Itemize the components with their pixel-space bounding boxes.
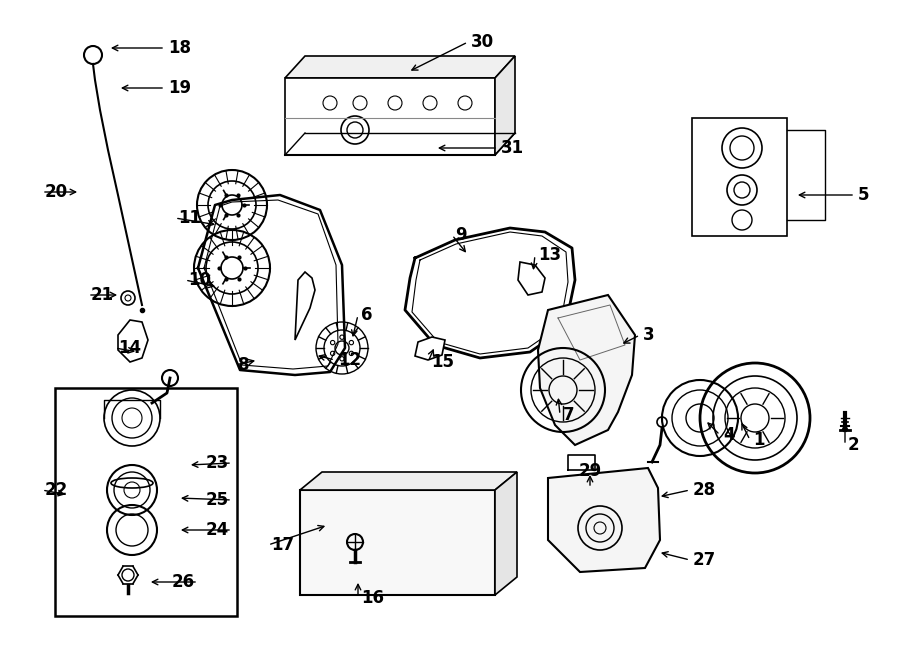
Text: 3: 3	[643, 326, 654, 344]
Text: 9: 9	[455, 226, 466, 244]
Polygon shape	[285, 78, 495, 155]
Text: 25: 25	[206, 491, 229, 509]
Polygon shape	[538, 295, 635, 445]
Bar	[692, 118, 787, 236]
Text: 7: 7	[563, 406, 574, 424]
Bar	[55, 388, 237, 616]
Text: 31: 31	[501, 139, 524, 157]
Polygon shape	[495, 56, 515, 155]
Text: 1: 1	[753, 431, 764, 449]
Text: 19: 19	[168, 79, 191, 97]
Text: 29: 29	[579, 462, 601, 480]
Text: 30: 30	[471, 33, 494, 51]
Text: 12: 12	[338, 351, 361, 369]
Text: 20: 20	[45, 183, 68, 201]
Text: 17: 17	[271, 536, 294, 554]
Text: 11: 11	[178, 209, 201, 227]
Polygon shape	[495, 472, 517, 595]
Polygon shape	[548, 468, 660, 572]
Text: 18: 18	[168, 39, 191, 57]
Text: 23: 23	[206, 454, 229, 472]
Text: 14: 14	[118, 339, 141, 357]
Text: 24: 24	[206, 521, 229, 539]
Text: 16: 16	[361, 589, 384, 607]
Text: 26: 26	[172, 573, 195, 591]
Text: 2: 2	[848, 436, 860, 454]
Polygon shape	[415, 337, 445, 360]
Text: 15: 15	[431, 353, 454, 371]
Text: 22: 22	[45, 481, 68, 499]
Text: 28: 28	[693, 481, 716, 499]
Text: 13: 13	[538, 246, 561, 264]
Text: 8: 8	[238, 356, 249, 374]
Polygon shape	[295, 272, 315, 340]
Polygon shape	[118, 320, 148, 362]
Polygon shape	[518, 262, 545, 295]
Text: 4: 4	[723, 426, 734, 444]
Polygon shape	[285, 56, 515, 78]
Polygon shape	[300, 490, 495, 595]
Text: 5: 5	[858, 186, 869, 204]
Text: 10: 10	[188, 271, 211, 289]
Text: 21: 21	[91, 286, 114, 304]
Polygon shape	[300, 472, 517, 490]
Text: 6: 6	[361, 306, 373, 324]
Text: 27: 27	[693, 551, 716, 569]
